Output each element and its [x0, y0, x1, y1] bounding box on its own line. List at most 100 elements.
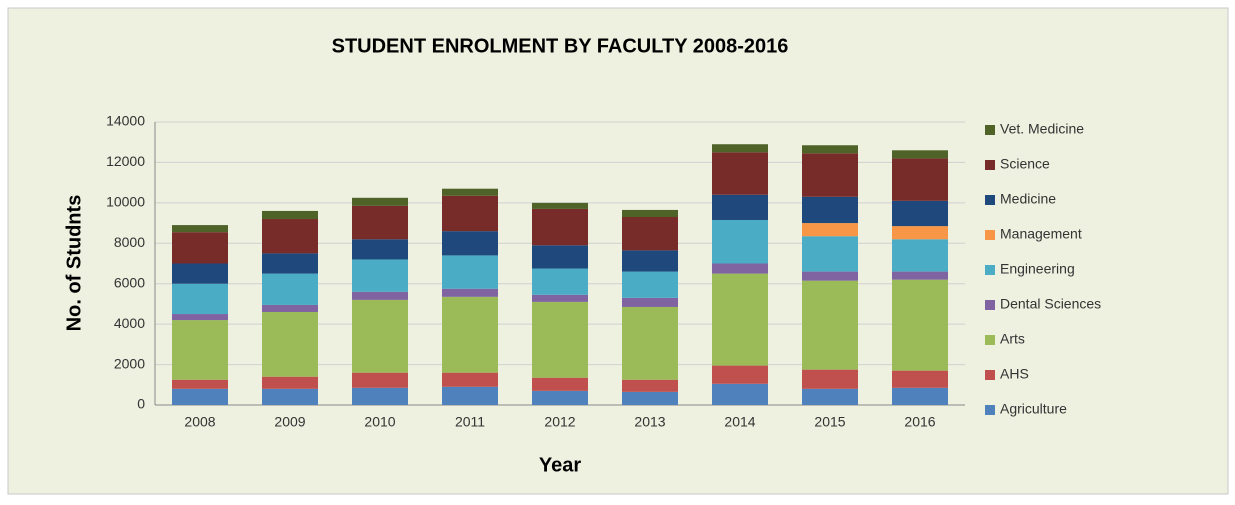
bar-segment: [172, 225, 228, 233]
bar-segment: [532, 202, 588, 209]
x-tick-label: 2013: [634, 414, 665, 430]
bar-segment: [442, 288, 498, 297]
bar-segment: [172, 379, 228, 389]
bar-segment: [262, 388, 318, 405]
bar-segment: [802, 271, 858, 281]
legend-swatch: [985, 195, 995, 205]
x-tick-label: 2008: [184, 414, 215, 430]
bar-segment: [352, 299, 408, 373]
legend-label: Science: [1000, 156, 1050, 172]
bar-segment: [532, 208, 588, 246]
bar-segment: [892, 370, 948, 388]
y-tick-label: 14000: [106, 113, 145, 129]
bar-segment: [262, 210, 318, 220]
y-tick-label: 2000: [114, 355, 145, 371]
legend-label: Arts: [1000, 331, 1025, 347]
bar-segment: [622, 250, 678, 272]
bar-segment: [802, 196, 858, 224]
legend-swatch: [985, 230, 995, 240]
x-tick-label: 2015: [814, 414, 845, 430]
bar-segment: [262, 304, 318, 313]
y-tick-label: 10000: [106, 194, 145, 210]
bar-segment: [172, 388, 228, 405]
bar-segment: [352, 259, 408, 292]
bar-segment: [802, 223, 858, 237]
bar-segment: [532, 301, 588, 378]
bar-segment: [802, 236, 858, 272]
legend-label: Dental Sciences: [1000, 296, 1101, 312]
bar-segment: [712, 194, 768, 221]
legend-swatch: [985, 300, 995, 310]
bar-segment: [532, 268, 588, 295]
legend-label: Engineering: [1000, 261, 1075, 277]
legend-swatch: [985, 265, 995, 275]
bar-segment: [892, 158, 948, 201]
y-tick-label: 8000: [114, 234, 145, 250]
bar-segment: [712, 152, 768, 195]
legend-swatch: [985, 335, 995, 345]
bar-segment: [802, 280, 858, 370]
bar-segment: [892, 226, 948, 240]
bar-segment: [892, 279, 948, 371]
legend-label: AHS: [1000, 366, 1029, 382]
bar-segment: [442, 195, 498, 232]
bar-segment: [352, 197, 408, 206]
bar-segment: [622, 297, 678, 307]
bar-segment: [262, 253, 318, 274]
legend-swatch: [985, 160, 995, 170]
x-axis-label: Year: [539, 454, 581, 476]
bar-segment: [532, 294, 588, 302]
x-tick-label: 2010: [364, 414, 395, 430]
bar-segment: [712, 263, 768, 274]
bar-segment: [622, 306, 678, 380]
legend-label: Medicine: [1000, 191, 1056, 207]
bar-segment: [352, 239, 408, 260]
bar-segment: [442, 296, 498, 373]
x-tick-label: 2009: [274, 414, 305, 430]
bar-segment: [712, 365, 768, 384]
bar-segment: [892, 200, 948, 227]
legend-label: Vet. Medicine: [1000, 121, 1084, 137]
bar-segment: [442, 188, 498, 196]
bar-segment: [622, 209, 678, 218]
bar-segment: [442, 372, 498, 387]
bar-segment: [802, 369, 858, 389]
bar-segment: [352, 291, 408, 300]
bar-segment: [352, 205, 408, 240]
bar-segment: [622, 217, 678, 251]
bar-segment: [532, 377, 588, 391]
legend-label: Agriculture: [1000, 401, 1067, 417]
bar-segment: [262, 273, 318, 305]
bar-segment: [352, 387, 408, 405]
bar-segment: [712, 383, 768, 405]
bar-segment: [262, 376, 318, 389]
bar-segment: [262, 219, 318, 254]
bar-segment: [622, 391, 678, 405]
bar-segment: [892, 150, 948, 159]
bar-segment: [622, 379, 678, 392]
bar-segment: [622, 271, 678, 298]
bar-segment: [172, 283, 228, 315]
chart-title: STUDENT ENROLMENT BY FACULTY 2008-2016: [332, 35, 789, 57]
bar-segment: [532, 245, 588, 269]
bar-segment: [442, 231, 498, 256]
bar-segment: [262, 312, 318, 377]
legend-swatch: [985, 405, 995, 415]
y-tick-label: 4000: [114, 315, 145, 331]
legend-label: Management: [1000, 226, 1082, 242]
bar-segment: [172, 320, 228, 380]
bar-segment: [892, 239, 948, 272]
bar-segment: [892, 271, 948, 280]
y-tick-label: 6000: [114, 274, 145, 290]
bar-segment: [802, 388, 858, 405]
x-tick-label: 2011: [455, 414, 485, 430]
x-tick-label: 2016: [904, 414, 935, 430]
bar-segment: [532, 390, 588, 405]
x-tick-label: 2012: [544, 414, 575, 430]
bar-segment: [442, 386, 498, 405]
bar-segment: [172, 232, 228, 264]
y-tick-label: 12000: [106, 153, 145, 169]
bar-segment: [712, 273, 768, 366]
bar-segment: [802, 153, 858, 197]
y-tick-label: 0: [137, 396, 145, 412]
